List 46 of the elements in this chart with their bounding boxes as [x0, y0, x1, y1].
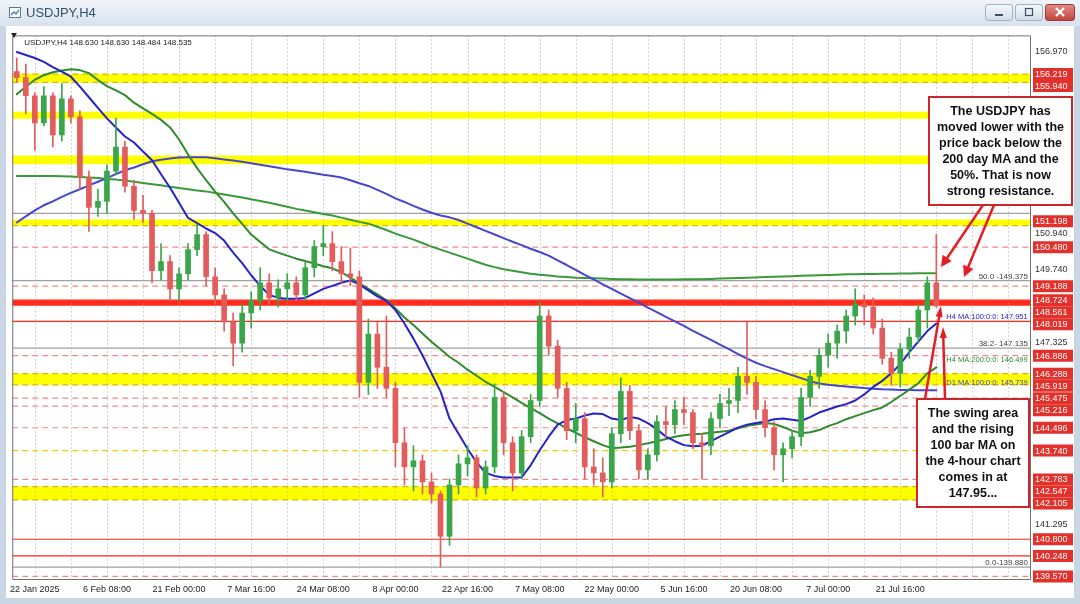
y-tick-label: 141.295 [1035, 518, 1068, 529]
ref-line-label: 149.188 [1035, 281, 1068, 292]
chart-title: USDJPY,H4 [26, 5, 96, 21]
ref-line-label: 156.219 [1035, 69, 1068, 80]
ref-line-label: 140.800 [1035, 534, 1068, 545]
ref-line-label: 143.740 [1035, 445, 1068, 456]
ref-line-label: 142.105 [1035, 498, 1068, 509]
x-tick-label: 21 Feb 00:00 [152, 583, 206, 594]
y-tick-label: 150.940 [1035, 227, 1068, 238]
x-tick-label: 8 Apr 00:00 [372, 583, 419, 594]
ref-line-label: 142.547 [1035, 486, 1068, 497]
x-tick-label: 7 Jul 00:00 [806, 583, 851, 594]
x-tick-label: 24 Mar 08:00 [296, 583, 350, 594]
x-tick-label: 7 May 08:00 [514, 583, 565, 594]
y-tick-label: 156.970 [1035, 45, 1068, 56]
x-tick-label: 21 Jul 16:00 [875, 583, 925, 594]
ref-line-label: 148.561 [1035, 307, 1068, 318]
ref-line-label: 148.724 [1035, 295, 1068, 306]
annotation: 38.2- 147.135 [978, 339, 1029, 349]
ref-line-label: 150.480 [1035, 242, 1068, 253]
annotation: 50.0 -149.375 [978, 271, 1029, 281]
ref-line-label: 145.216 [1035, 405, 1068, 416]
annotation: The USDJPY has moved lower with the price back below the 200 day MA and the 50%. That is now strong resistance. [928, 96, 1073, 206]
ref-line-label: 139.570 [1035, 571, 1068, 582]
ref-line-label: 144.496 [1035, 422, 1068, 433]
y-tick-label: 147.325 [1035, 336, 1068, 347]
ref-line-label: 151.198 [1035, 216, 1068, 227]
annotation: The swing area and the rising 100 bar MA on the 4-hour chart comes in at 147.95... [916, 398, 1030, 508]
y-tick-label: 149.740 [1035, 264, 1068, 275]
ref-line-label: 140.248 [1035, 550, 1068, 561]
ref-line-label: 145.475 [1035, 393, 1068, 404]
ref-line-label: 142.783 [1035, 474, 1068, 485]
x-tick-label: 5 Jun 16:00 [660, 583, 708, 594]
x-tick-label: 22 Apr 16:00 [442, 583, 494, 594]
ref-line-label: 145.919 [1035, 380, 1068, 391]
x-tick-label: 6 Feb 08:00 [82, 583, 131, 594]
x-tick-label: 22 Jan 2025 [10, 583, 60, 594]
ref-line-label: 148.019 [1035, 319, 1068, 330]
ref-line-label: 155.940 [1035, 81, 1068, 92]
x-tick-label: 7 Mar 16:00 [227, 583, 276, 594]
x-tick-label: 20 Jun 08:00 [730, 583, 783, 594]
x-tick-label: 22 May 00:00 [584, 583, 640, 594]
ref-line-label: 146.288 [1035, 368, 1068, 379]
annotation: 0.0-139.880 [985, 558, 1029, 568]
ref-line-label: 146.886 [1035, 350, 1068, 361]
chart-subtitle: USDJPY,H4 148.630 148.630 148.484 148.535 [24, 38, 193, 48]
